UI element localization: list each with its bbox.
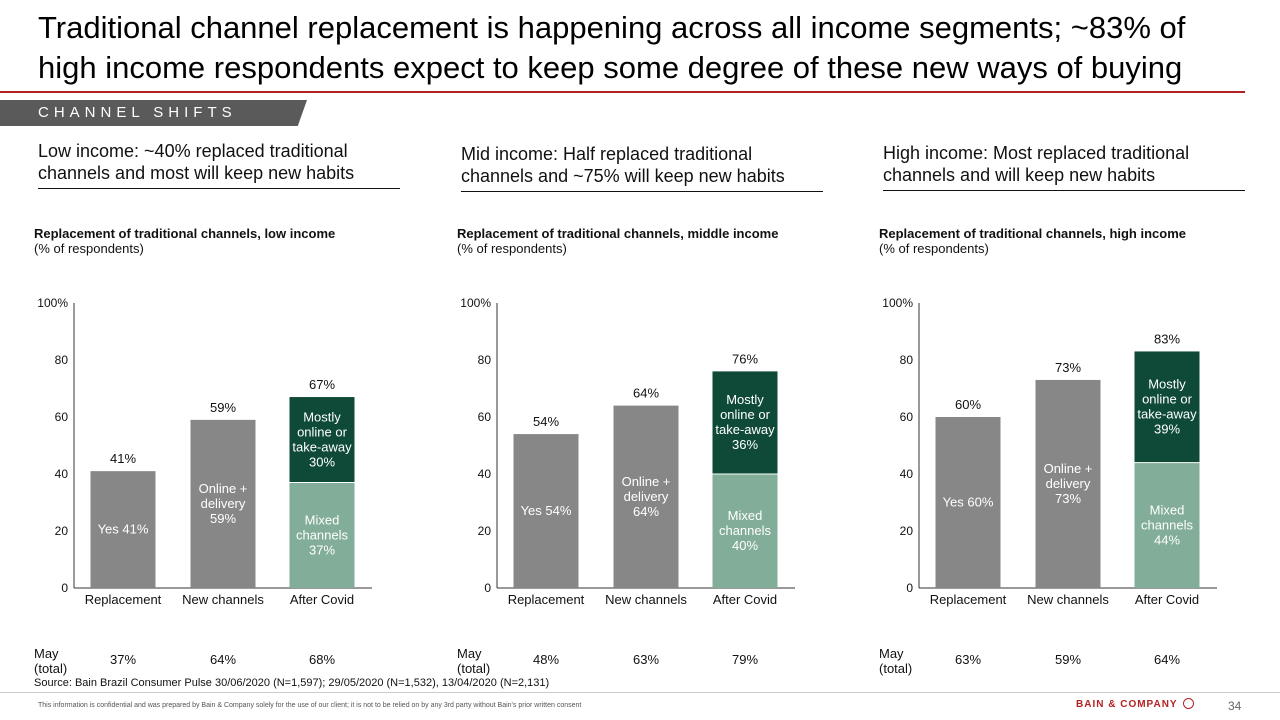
y-tick-label: 80 [55, 353, 69, 367]
bar-segment-label: Mostly online or take-away 36% [715, 392, 775, 452]
bar-segment [613, 405, 679, 588]
y-tick-label: 0 [61, 581, 68, 595]
page-title: Traditional channel replacement is happe… [38, 10, 1186, 85]
y-tick-label: 100% [37, 296, 68, 310]
bar-segment [90, 471, 156, 588]
title-divider [0, 91, 1245, 93]
may-total-label: May (total) [879, 646, 913, 676]
bar-total-label: 67% [309, 377, 335, 392]
bar-segment [1134, 462, 1200, 588]
bar-total-label: 54% [533, 414, 559, 429]
y-tick-label: 40 [478, 467, 492, 481]
bar-total-label: 59% [210, 400, 236, 415]
bar-segment-label: Mostly online or take-away 30% [292, 409, 352, 469]
x-category-label: Replacement [85, 592, 162, 607]
chart-plot: 0 20 40 60 80 100% Yes 60% 60% Replacement Online… [882, 296, 1217, 607]
may-value: 63% [632, 652, 660, 667]
bain-logo-icon [1183, 698, 1194, 709]
bar-segment [712, 474, 778, 588]
bar-total-label: 83% [1154, 331, 1180, 346]
chart-low-income: Replacement of traditional channels, low… [34, 222, 414, 692]
y-tick-label: 20 [478, 524, 492, 538]
bar-segment [190, 419, 256, 588]
chart-title: Replacement of traditional channels, mid… [457, 226, 779, 241]
y-tick-label: 20 [900, 524, 914, 538]
bar-total-label: 64% [633, 386, 659, 401]
may-value: 68% [308, 652, 336, 667]
x-category-label: New channels [1027, 592, 1109, 607]
panel-subhead-mid: Mid income: Half replaced traditional ch… [461, 143, 823, 192]
footer-divider [0, 692, 1280, 693]
may-value: 79% [731, 652, 759, 667]
bar-segment-label: Online + delivery 64% [622, 474, 671, 519]
chart-mid-income: Replacement of traditional channels, mid… [457, 222, 837, 692]
y-tick-label: 80 [478, 353, 492, 367]
bar-total-label: 41% [110, 451, 136, 466]
bar-segment-label: Mixed channels 44% [1141, 502, 1194, 547]
bar-segment [289, 397, 355, 483]
bar-segment-label: Online + delivery 73% [1044, 461, 1093, 506]
y-tick-label: 20 [55, 524, 69, 538]
section-tab: CHANNEL SHIFTS [0, 100, 307, 126]
bar-total-label: 76% [732, 351, 758, 366]
bar-segment-label: Yes 54% [521, 503, 572, 518]
chart-plot: 0 20 40 60 80 100% Yes 54% 54% Replacement Online… [460, 296, 795, 607]
bar-segment-label: Yes 60% [943, 495, 994, 510]
y-tick-label: 60 [900, 410, 914, 424]
section-tab-label: CHANNEL SHIFTS [38, 104, 237, 121]
panel-subhead-high: High income: Most replaced traditional c… [883, 142, 1245, 191]
x-category-label: After Covid [713, 592, 777, 607]
y-tick-label: 40 [55, 467, 69, 481]
chart-subtitle: (% of respondents) [457, 241, 567, 256]
may-total-label: May (total) [34, 646, 68, 676]
y-tick-label: 0 [484, 581, 491, 595]
disclaimer: This information is confidential and was… [38, 702, 582, 709]
y-tick-label: 60 [478, 410, 492, 424]
y-tick-label: 100% [460, 296, 491, 310]
bar-segment-label: Mixed channels 37% [296, 512, 349, 557]
chart-high-income: Replacement of traditional channels, hig… [879, 222, 1259, 692]
may-value: 64% [1153, 652, 1181, 667]
may-value: 37% [109, 652, 137, 667]
chart-plot: 0 20 40 60 80 100% Yes 41% 41% Replacement Online… [37, 296, 372, 607]
y-tick-label: 0 [906, 581, 913, 595]
bar-segment [1134, 351, 1200, 463]
bar-segment [1035, 379, 1101, 588]
may-total-label: May (total) [457, 646, 491, 676]
may-value: 63% [954, 652, 982, 667]
bar-segment [935, 417, 1001, 588]
x-category-label: New channels [605, 592, 687, 607]
x-category-label: New channels [182, 592, 264, 607]
chart-subtitle: (% of respondents) [34, 241, 144, 256]
chart-subtitle: (% of respondents) [879, 241, 989, 256]
y-tick-label: 100% [882, 296, 913, 310]
x-category-label: Replacement [930, 592, 1007, 607]
bar-segment-label: Online + delivery 59% [199, 481, 248, 526]
chart-title: Replacement of traditional channels, hig… [879, 226, 1186, 241]
brand-logo-text: BAIN & COMPANY [1076, 699, 1178, 710]
bar-segment-label: Mostly online or take-away 39% [1137, 377, 1197, 437]
y-tick-label: 40 [900, 467, 914, 481]
page-number: 34 [1228, 699, 1242, 713]
bar-segment [712, 371, 778, 474]
bar-segment [513, 434, 579, 588]
bar-segment [289, 482, 355, 588]
y-tick-label: 80 [900, 353, 914, 367]
panel-subhead-low: Low income: ~40% replaced traditional ch… [38, 140, 400, 189]
x-category-label: Replacement [508, 592, 585, 607]
bar-total-label: 60% [955, 397, 981, 412]
chart-title: Replacement of traditional channels, low… [34, 226, 336, 241]
may-value: 64% [209, 652, 237, 667]
source-note: Source: Bain Brazil Consumer Pulse 30/06… [34, 677, 550, 689]
bar-total-label: 73% [1055, 360, 1081, 375]
x-category-label: After Covid [1135, 592, 1199, 607]
x-category-label: After Covid [290, 592, 354, 607]
bar-segment-label: Yes 41% [98, 522, 149, 537]
may-value: 59% [1054, 652, 1082, 667]
may-value: 48% [532, 652, 560, 667]
bar-segment-label: Mixed channels 40% [719, 508, 772, 553]
y-tick-label: 60 [55, 410, 69, 424]
